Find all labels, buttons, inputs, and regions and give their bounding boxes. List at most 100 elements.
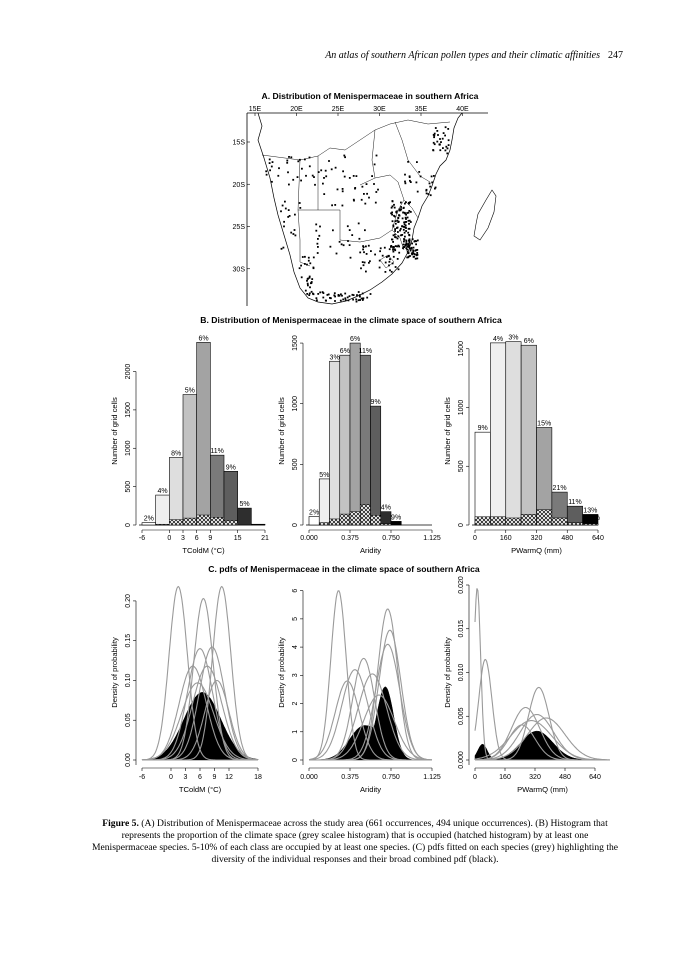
panel-b-title: B. Distribution of Menispermaceae in the… (200, 315, 502, 325)
x-tick-label: 6 (198, 774, 202, 781)
map-southern-africa: 15E 20E 25E 30E 35E 40E 15S 20S 25S 30S (233, 106, 497, 306)
occurrence-point (433, 143, 436, 146)
occurrence-point (408, 219, 411, 222)
x-tick-label: 480 (561, 535, 573, 542)
x-tick-label: 6 (195, 535, 199, 542)
occurrence-point (396, 237, 399, 240)
occurrence-point (406, 256, 409, 259)
figure-5: A. Distribution of Menispermaceae in sou… (110, 91, 611, 794)
percent-label: 15% (537, 420, 551, 427)
occurrence-point (391, 262, 394, 265)
occurrence-point (404, 243, 407, 246)
histogram-bar (155, 494, 170, 526)
occurrence-point (432, 134, 435, 136)
x-tick-label: 320 (531, 535, 543, 542)
occurrence-point (416, 252, 419, 254)
occurrence-point (384, 271, 387, 273)
occurrence-point (446, 147, 449, 150)
occurrence-point (348, 229, 351, 231)
occurrence-point (300, 276, 303, 279)
lon-label: 20E (290, 106, 303, 113)
occurrence-point (407, 227, 410, 230)
histogram-bar (520, 344, 537, 526)
country-border (359, 174, 405, 211)
occurrence-point (405, 230, 407, 232)
occupied-bar (318, 522, 330, 526)
occurrence-point (362, 246, 365, 248)
occurrence-point (352, 298, 354, 301)
occurrence-point (340, 293, 342, 296)
occurrence-point (430, 175, 433, 178)
occurrence-point (415, 254, 418, 257)
occurrence-point (402, 211, 405, 214)
occurrence-point (378, 259, 381, 262)
lat-label: 30S (233, 266, 246, 273)
histogram-bar (237, 507, 252, 526)
pdf-tcoldm: 0.00 0.05 0.10 0.15 0.20 -6 0 3 6 9 12 18 TColdM (°C… (110, 585, 262, 794)
occurrence-point (407, 256, 410, 259)
occurrence-point (413, 240, 416, 243)
occurrence-point (394, 249, 397, 252)
occurrence-point (409, 179, 411, 182)
occurrence-point (374, 253, 376, 256)
percent-label: 6% (524, 338, 534, 345)
occurrence-point (410, 246, 413, 249)
occurrence-point (366, 192, 368, 195)
lon-label: 35E (415, 106, 428, 113)
occurrence-point (394, 266, 397, 268)
occurrence-point (399, 209, 402, 212)
y-tick-label: 0.10 (125, 674, 132, 688)
occurrence-point (390, 270, 393, 273)
occurrence-point (319, 225, 321, 228)
occurrence-point (301, 167, 303, 170)
occurrence-point (444, 134, 446, 137)
occurrence-point (403, 223, 406, 226)
occurrence-point (362, 245, 364, 247)
species-pdf (475, 724, 610, 761)
occurrence-point (373, 183, 375, 185)
occurrence-point (446, 152, 449, 155)
x-tick-label: 640 (592, 535, 604, 542)
x-tick-label: -6 (139, 774, 145, 781)
occurrence-point (392, 225, 395, 228)
y-tick-label: 2 (292, 702, 299, 706)
x-tick-label: 0.000 (300, 535, 318, 542)
occurrence-point (400, 206, 402, 208)
occurrence-point (399, 227, 402, 230)
occurrence-point (308, 275, 311, 278)
occurrence-point (388, 248, 391, 251)
occupied-bar (169, 519, 184, 526)
occurrence-point (270, 165, 273, 168)
occurrence-point (412, 252, 415, 255)
figure-caption: Figure 5. (A) Distribution of Menisperma… (90, 818, 620, 866)
occurrence-point (308, 276, 311, 279)
occurrence-point (391, 205, 394, 208)
caption-label: Figure 5. (102, 818, 139, 829)
occurrence-point (344, 299, 347, 301)
occurrence-point (389, 258, 391, 261)
occurrence-point (319, 291, 322, 294)
occurrence-point (408, 176, 411, 178)
page-number: 247 (608, 50, 623, 61)
histogram-bar (359, 354, 371, 526)
lon-label: 40E (456, 106, 469, 113)
occurrence-point (348, 244, 351, 246)
occurrence-point (365, 253, 368, 255)
occurrence-point (369, 293, 372, 295)
y-axis-title: Number of grid cells (110, 397, 119, 465)
occurrence-point (341, 204, 344, 207)
occurrence-point (355, 298, 358, 301)
occurrence-point (392, 250, 395, 253)
occurrence-point (355, 300, 358, 303)
occurrence-point (308, 294, 311, 296)
occurrence-point (437, 134, 439, 136)
y-tick-label: 0.010 (458, 664, 465, 682)
species-pdf (142, 682, 258, 761)
occurrence-point (312, 293, 315, 296)
occurrence-point (369, 260, 371, 263)
occurrence-point (288, 215, 291, 217)
occurrence-point (389, 269, 391, 272)
y-tick-label: 1 (292, 730, 299, 734)
